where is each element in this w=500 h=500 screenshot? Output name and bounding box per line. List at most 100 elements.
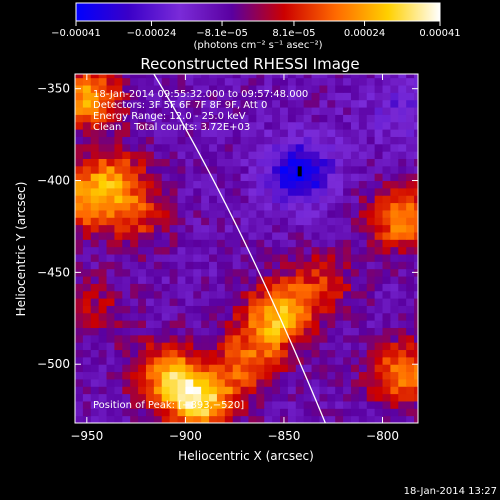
heatmap-cell	[169, 290, 179, 299]
heatmap-cell	[201, 239, 210, 248]
heatmap-cell	[295, 342, 305, 351]
heatmap-cell	[177, 400, 186, 409]
heatmap-cell	[209, 334, 218, 343]
heatmap-cell	[366, 415, 376, 423]
heatmap-cell	[216, 386, 226, 395]
heatmap-cell	[350, 349, 360, 358]
heatmap-cell	[75, 400, 84, 409]
heatmap-cell	[248, 165, 257, 174]
heatmap-cell	[350, 268, 360, 277]
heatmap-cell	[382, 378, 391, 387]
heatmap-cell	[114, 77, 123, 86]
heatmap-cell	[287, 85, 297, 93]
heatmap-cell	[153, 364, 163, 373]
heatmap-cell	[264, 283, 273, 292]
heatmap-cell	[169, 393, 179, 402]
heatmap-cell	[366, 371, 376, 380]
heatmap-cell	[350, 334, 360, 343]
heatmap-cell	[145, 283, 155, 292]
heatmap-cell	[98, 239, 108, 248]
heatmap-cell	[153, 92, 163, 101]
heatmap-cell	[335, 408, 344, 417]
heatmap-cell	[201, 408, 210, 417]
heatmap-cell	[240, 129, 249, 137]
heatmap-cell	[209, 261, 218, 270]
heatmap-cell	[90, 356, 100, 365]
heatmap-cell	[216, 180, 226, 189]
heatmap-cell	[177, 99, 186, 108]
heatmap-cell	[256, 129, 265, 137]
heatmap-cell	[311, 349, 320, 358]
heatmap-cell	[256, 408, 265, 417]
heatmap-cell	[169, 378, 179, 387]
heatmap-cell	[374, 320, 384, 328]
heatmap-cell	[343, 268, 352, 277]
colorbar-unit: (photons cm⁻² s⁻¹ asec⁻²)	[193, 40, 322, 51]
heatmap-cell	[130, 143, 139, 152]
heatmap-cell	[248, 114, 257, 123]
heatmap-cell	[303, 136, 313, 145]
heatmap-cell	[382, 349, 391, 358]
heatmap-cell	[161, 254, 171, 262]
heatmap-cell	[169, 99, 179, 108]
heatmap-cell	[201, 334, 210, 343]
heatmap-cell	[232, 393, 242, 402]
heatmap-cell	[216, 378, 226, 387]
heatmap-cell	[114, 209, 123, 218]
heatmap-cell	[343, 165, 352, 174]
heatmap-cell	[398, 121, 407, 130]
heatmap-cell	[303, 298, 313, 306]
heatmap-cell	[240, 356, 249, 365]
heatmap-cell	[216, 165, 226, 174]
heatmap-cell	[122, 158, 131, 167]
heatmap-cell	[256, 378, 265, 387]
heatmap-cell	[398, 298, 407, 306]
heatmap-cell	[319, 231, 328, 240]
heatmap-cell	[272, 254, 281, 262]
heatmap-cell	[114, 136, 123, 145]
heatmap-cell	[193, 386, 202, 395]
heatmap-cell	[98, 276, 108, 284]
heatmap-cell	[224, 400, 234, 409]
heatmap-cell	[130, 74, 139, 79]
heatmap-cell	[335, 342, 344, 351]
heatmap-cell	[382, 312, 391, 321]
heatmap-cell	[209, 165, 218, 174]
heatmap-cell	[122, 129, 131, 137]
heatmap-cell	[216, 268, 226, 277]
heatmap-cell	[106, 371, 115, 380]
heatmap-cell	[209, 114, 218, 123]
heatmap-cell	[295, 393, 305, 402]
heatmap-cell	[248, 261, 257, 270]
heatmap-cell	[366, 327, 376, 336]
heatmap-cell	[248, 327, 257, 336]
heatmap-cell	[295, 224, 305, 233]
heatmap-cell	[185, 246, 194, 255]
heatmap-cell	[264, 224, 273, 233]
heatmap-cell	[90, 74, 100, 79]
heatmap-cell	[398, 276, 407, 284]
heatmap-cell	[358, 173, 368, 182]
heatmap-cell	[366, 165, 376, 174]
heatmap-cell	[414, 187, 418, 196]
heatmap-cell	[390, 99, 399, 108]
heatmap-cell	[350, 283, 360, 292]
heatmap-cell	[169, 107, 179, 115]
heatmap-cell	[169, 180, 179, 189]
heatmap-cell	[414, 386, 418, 395]
heatmap-cell	[303, 371, 313, 380]
heatmap-cell	[232, 254, 242, 262]
heatmap-cell	[264, 327, 273, 336]
heatmap-cell	[130, 121, 139, 130]
heatmap-cell	[295, 107, 305, 115]
heatmap-cell	[248, 85, 257, 93]
heatmap-cell	[374, 165, 384, 174]
heatmap-cell	[303, 290, 313, 299]
heatmap-cell	[358, 136, 368, 145]
heatmap-cell	[145, 173, 155, 182]
heatmap-cell	[358, 187, 368, 196]
heatmap-cell	[287, 246, 297, 255]
heatmap-cell	[295, 356, 305, 365]
heatmap-cell	[350, 320, 360, 328]
heatmap-cell	[350, 180, 360, 189]
